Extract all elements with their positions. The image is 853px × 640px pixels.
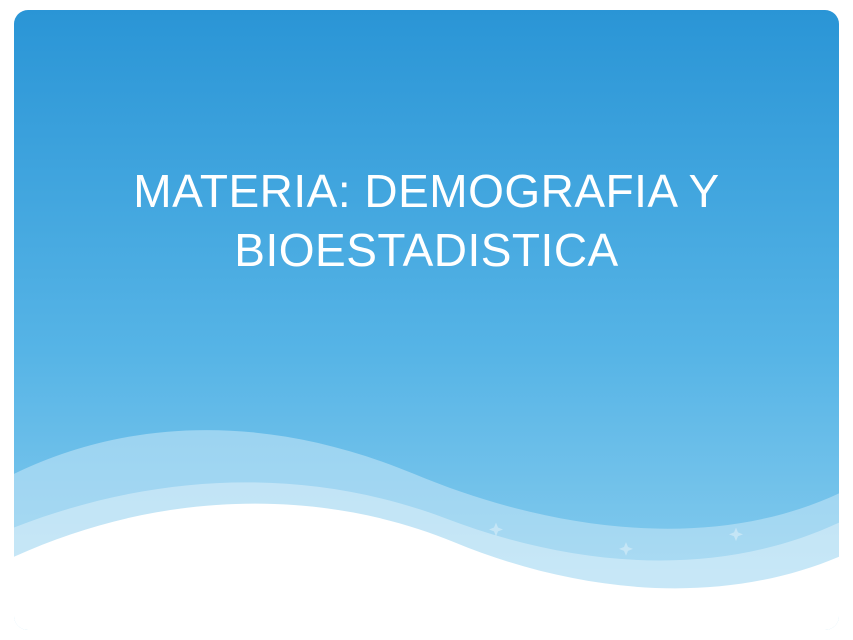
slide-title: MATERIA: DEMOGRAFIA Y BIOESTADISTICA bbox=[84, 162, 769, 280]
wave-front bbox=[14, 504, 839, 630]
stars bbox=[489, 523, 743, 556]
slide: MATERIA: DEMOGRAFIA Y BIOESTADISTICA bbox=[14, 10, 839, 630]
wave-mid bbox=[14, 483, 839, 630]
wave-back bbox=[14, 430, 839, 630]
title-container: MATERIA: DEMOGRAFIA Y BIOESTADISTICA bbox=[14, 10, 839, 432]
